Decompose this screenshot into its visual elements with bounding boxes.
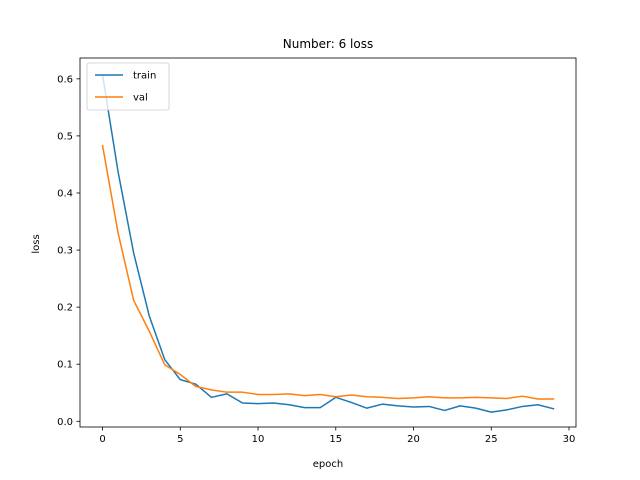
x-tick-label: 20 — [407, 434, 420, 445]
x-tick-label: 5 — [177, 434, 183, 445]
series-line-val — [101, 144, 555, 400]
y-tick-label: 0.4 — [57, 188, 73, 199]
y-tick-label: 0.5 — [57, 131, 73, 142]
x-tick-label: 25 — [485, 434, 498, 445]
legend-box — [86, 62, 170, 111]
x-tick-label: 15 — [329, 434, 342, 445]
y-axis-label: loss — [31, 234, 42, 253]
x-tick-label: 30 — [563, 434, 576, 445]
x-tick-label: 0 — [99, 434, 105, 445]
series-line-train — [101, 73, 555, 413]
x-tick-label: 10 — [252, 434, 265, 445]
legend-label-val: val — [133, 93, 148, 104]
chart-title: Number: 6 loss — [283, 37, 373, 51]
x-axis-label: epoch — [313, 459, 343, 470]
y-tick-label: 0.2 — [57, 303, 73, 314]
y-tick-label: 0.6 — [57, 74, 73, 85]
plot-area: 0 5 10 15 20 25 30 0.0 0.1 0.2 0.3 0.4 0.5 0.6 train va… — [57, 57, 577, 445]
legend-label-train: train — [133, 71, 156, 82]
y-tick-label: 0.0 — [57, 417, 73, 428]
y-tick-label: 0.1 — [57, 360, 73, 371]
axes-frame — [79, 57, 577, 428]
y-tick-label: 0.3 — [57, 246, 73, 257]
